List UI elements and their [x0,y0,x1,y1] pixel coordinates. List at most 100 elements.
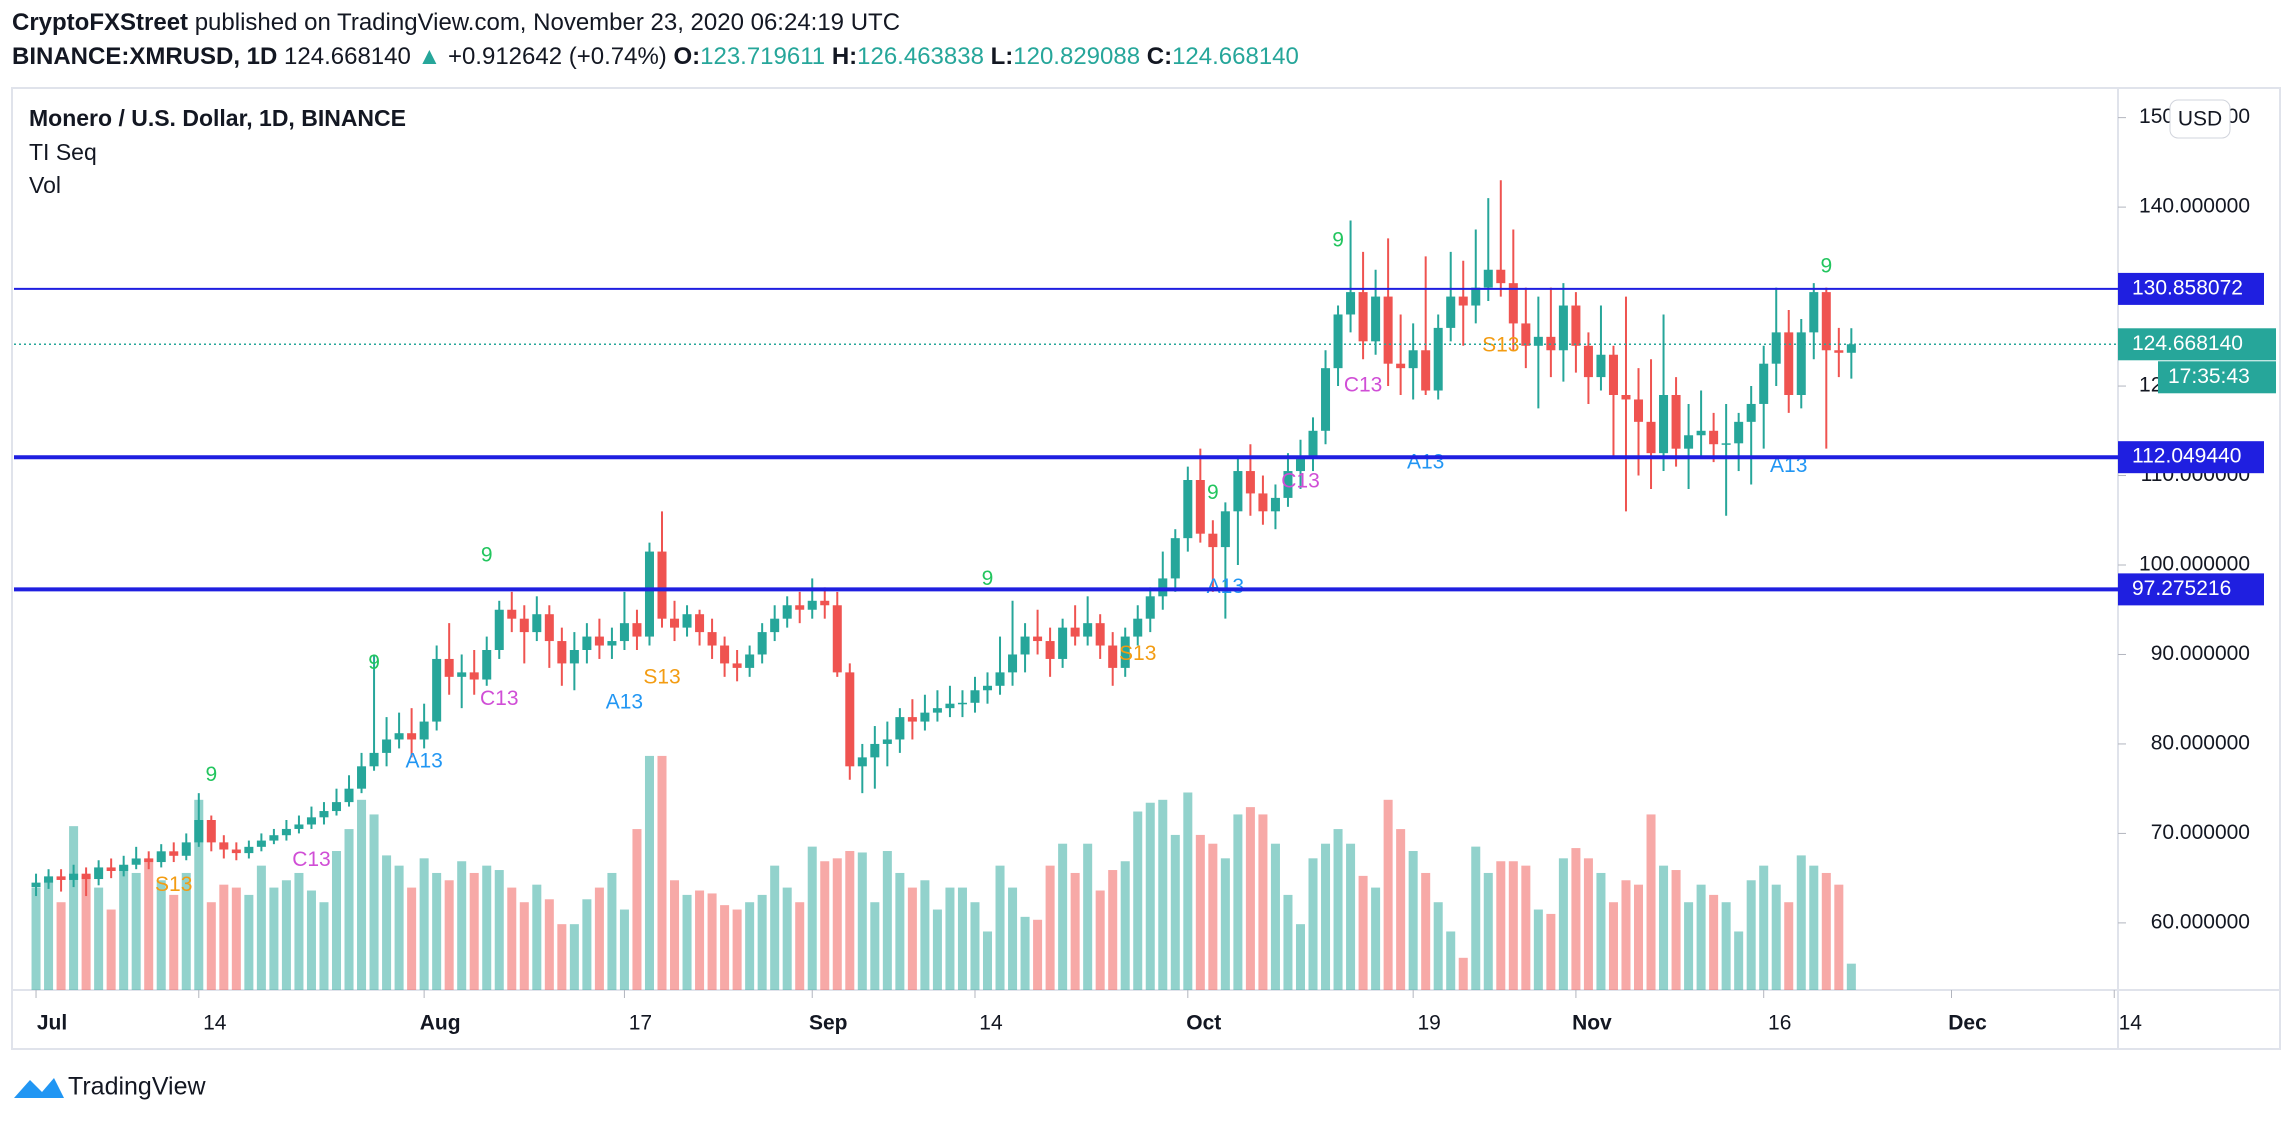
candle-body [1133,618,1143,637]
td-label: 9 [481,544,493,567]
candle-body [1321,368,1331,431]
volume-bar [44,880,54,990]
candle-body [1158,578,1168,597]
volume-bar [1258,814,1268,990]
volume-bar [644,755,654,990]
volume-bar [156,880,166,990]
currency-button[interactable]: USD [2169,99,2231,139]
volume-bar [1696,884,1706,990]
candle-body [156,851,166,863]
volume-bar [1533,909,1543,990]
brand[interactable]: TradingView [68,1073,207,1101]
candle-body [1108,645,1118,668]
chart-title: Monero / U.S. Dollar, 1D, BINANCE [29,105,406,131]
x-tick-label: 14 [979,1012,1003,1035]
candle-body [982,685,993,691]
volume-bar [144,858,154,990]
candle-body [732,663,742,668]
x-tick-label: 17 [629,1012,652,1035]
volume-bar [1371,887,1381,990]
volume-bar [745,902,755,990]
volume-bar [1771,884,1781,990]
volume-bar [607,872,617,990]
volume-bar [1358,875,1368,990]
volume-bar [219,884,229,990]
volume-bar [1608,902,1618,990]
logo-icon[interactable] [14,1078,64,1098]
volume-bar [1621,880,1631,990]
candle-body [782,605,792,619]
volume-bar [1659,865,1669,990]
td-label: 9 [982,567,994,590]
volume-bar [331,851,342,990]
volume-bar [845,851,855,990]
td-label: S13 [643,665,680,688]
y-tick-label: 60.000000 [2151,910,2250,933]
volume-bar [557,924,567,990]
candle-body [1583,345,1593,378]
volume-bar [31,887,41,990]
candle-body [1684,435,1694,449]
candle-body [1458,296,1468,306]
l-label: L: [991,43,1014,70]
candle-body [1358,292,1368,342]
volume-bar [932,909,942,990]
currency-label[interactable]: USD [2178,108,2222,131]
countdown-box [2158,361,2276,394]
candle-body [519,618,529,633]
candle-body [770,618,780,633]
volume-bar [407,887,417,990]
candle-body [169,851,179,856]
volume-bar [870,902,880,990]
candle-body [1233,471,1243,512]
candle-body [1333,314,1343,369]
candle-body [1295,457,1305,472]
volume-bar [1295,924,1305,990]
candle-body [357,766,367,789]
volume-bar [682,894,692,990]
volume-bar [106,909,116,990]
level-label: 112.049440 [2132,445,2241,468]
volume-bar [982,931,993,990]
volume-bar [532,884,542,990]
volume-bar [519,902,529,990]
candle-body [745,654,755,668]
c-value: 124.668140 [1172,43,1299,70]
candle-body [1784,332,1794,395]
x-tick-label: 19 [1417,1012,1440,1035]
candle-body [231,849,241,854]
volume-bar [619,909,629,990]
volume-bar [256,865,266,990]
volume-bar [281,880,291,990]
candle-body [1183,480,1193,539]
candle-body [56,876,66,880]
candle-body [1408,350,1418,369]
candle-body [870,743,880,758]
volume-bar [1821,872,1831,990]
volume-bar [94,887,104,990]
candle-body [1058,627,1068,659]
candle-body [1696,430,1706,436]
candle-body [1809,292,1819,333]
candle-body [1834,350,1844,353]
volume-bar [1646,814,1656,990]
candle-body [1521,323,1531,346]
td-label: A13 [1407,451,1444,474]
td-label: C13 [1281,469,1320,492]
candle-body [1634,399,1644,422]
volume-bar [1158,799,1168,990]
countdown-label: 17:35:43 [2168,365,2250,388]
candle-body [1533,336,1543,346]
footer-logo[interactable]: TradingView [14,1073,207,1101]
h-label: H: [832,43,857,70]
volume-bar [1183,792,1193,990]
candle-body [394,733,404,740]
volume-bar [1095,890,1105,990]
volume-bar [1270,843,1280,990]
currency-button-box[interactable] [2169,99,2231,139]
volume-bar [181,872,191,990]
volume-bar [1408,851,1418,990]
volume-bar [1471,846,1481,990]
candle-body [1195,480,1205,534]
candle-body [1571,305,1581,346]
